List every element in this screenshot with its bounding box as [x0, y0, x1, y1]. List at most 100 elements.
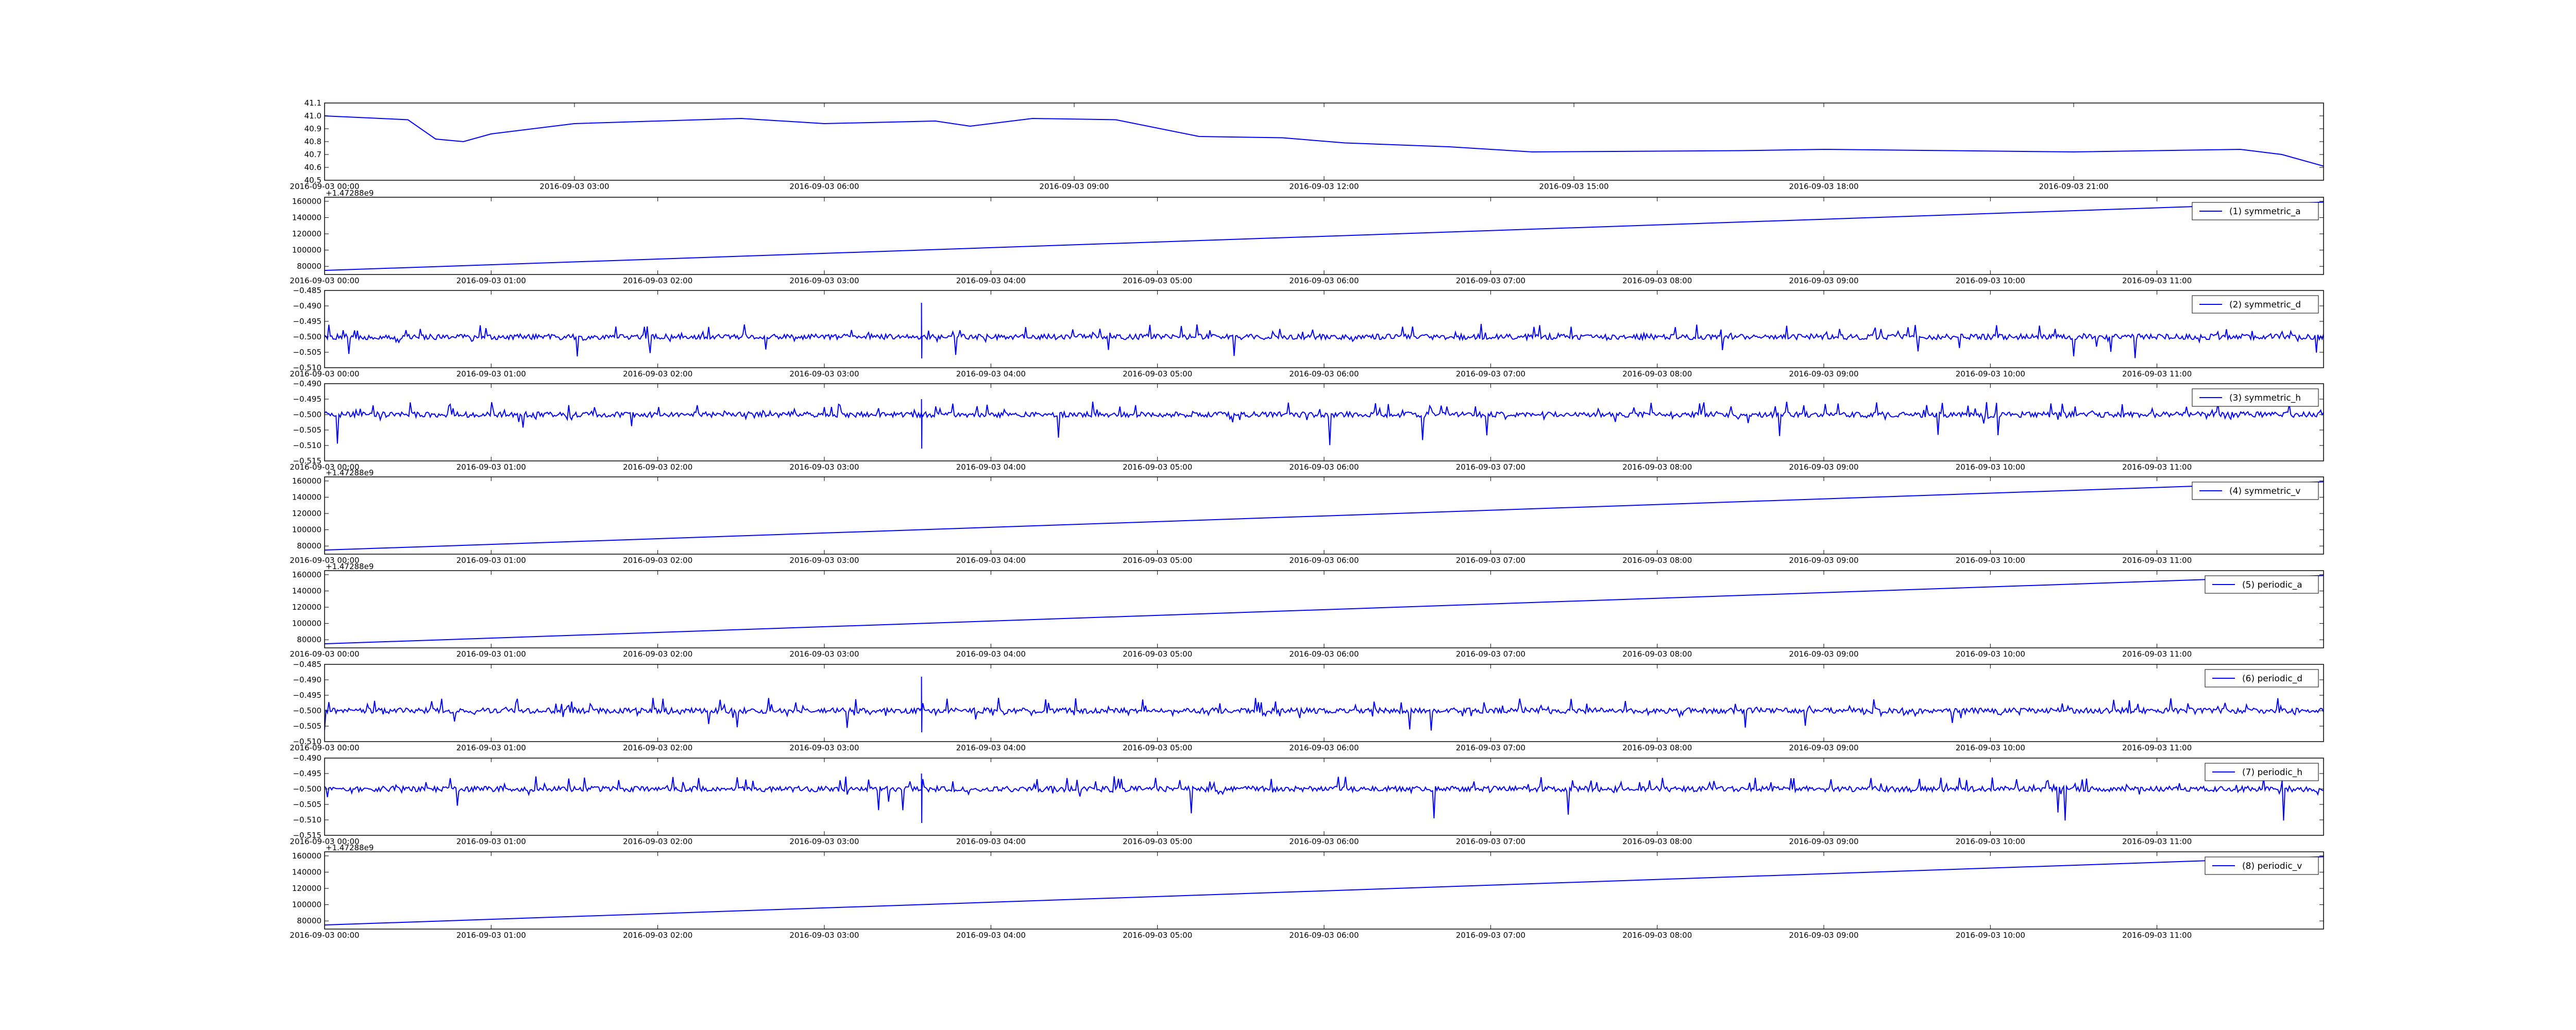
- x-tick-label: 2016-09-03 02:00: [623, 276, 692, 285]
- x-tick-label: 2016-09-03 00:00: [290, 837, 359, 846]
- legend-label: (4) symmetric_v: [2229, 486, 2300, 496]
- x-tick-label: 2016-09-03 21:00: [2039, 182, 2108, 191]
- y-tick-label: 40.7: [304, 150, 321, 159]
- y-tick-label: 160000: [292, 851, 321, 861]
- legend-label: (1) symmetric_a: [2229, 207, 2301, 217]
- panel-2: −0.510 −0.505 −0.500 −0.495 −0.490 −0.485 2016…: [290, 286, 2324, 379]
- x-tick-label: 2016-09-03 04:00: [956, 931, 1026, 940]
- y-tick-label: −0.495: [293, 317, 321, 326]
- x-tick-label: 2016-09-03 08:00: [1622, 743, 1692, 752]
- x-tick-label: 2016-09-03 03:00: [789, 743, 859, 752]
- y-tick-label: 100000: [292, 246, 321, 255]
- x-tick-label: 2016-09-03 06:00: [789, 182, 859, 191]
- series-line: [325, 201, 2324, 271]
- y-tick-label: −0.510: [293, 815, 321, 825]
- x-tick-label: 2016-09-03 11:00: [2122, 462, 2192, 472]
- y-tick-label: 80000: [297, 262, 321, 271]
- x-tick-label: 2016-09-03 09:00: [1789, 931, 1858, 940]
- x-tick-label: 2016-09-03 03:00: [789, 462, 859, 472]
- series-line: [325, 481, 2324, 551]
- y-tick-label: −0.490: [293, 675, 321, 684]
- legend: (5) periodic_a: [2205, 575, 2319, 594]
- y-tick-label: 120000: [292, 603, 321, 612]
- x-tick-label: 2016-09-03 07:00: [1456, 276, 1526, 285]
- x-tick-label: 2016-09-03 05:00: [1123, 556, 1192, 565]
- offset-text: +1.47288e9: [326, 843, 374, 852]
- x-tick-label: 2016-09-03 08:00: [1622, 369, 1692, 379]
- x-tick-label: 2016-09-03 06:00: [1289, 931, 1359, 940]
- y-tick-label: 80000: [297, 635, 321, 644]
- x-tick-label: 2016-09-03 01:00: [456, 369, 526, 379]
- x-tick-label: 2016-09-03 04:00: [956, 649, 1026, 659]
- panel-1: 80000 100000 120000 140000 160000 2016-09-03 …: [290, 188, 2324, 285]
- x-tick-label: 2016-09-03 00:00: [290, 743, 359, 752]
- axes-frame: [324, 758, 2324, 836]
- x-tick-label: 2016-09-03 09:00: [1789, 369, 1858, 379]
- x-tick-label: 2016-09-03 05:00: [1123, 649, 1192, 659]
- x-tick-label: 2016-09-03 04:00: [956, 743, 1026, 752]
- y-tick-label: −0.500: [293, 706, 321, 715]
- legend-label: (6) periodic_d: [2242, 674, 2302, 684]
- x-tick-label: 2016-09-03 09:00: [1789, 649, 1858, 659]
- y-tick-label: −0.505: [293, 348, 321, 357]
- x-tick-label: 2016-09-03 06:00: [1289, 649, 1359, 659]
- x-tick-label: 2016-09-03 08:00: [1622, 462, 1692, 472]
- y-tick-label: 140000: [292, 213, 321, 222]
- y-tick-label: −0.500: [293, 410, 321, 419]
- x-tick-label: 2016-09-03 11:00: [2122, 743, 2192, 752]
- x-tick-label: 2016-09-03 06:00: [1289, 743, 1359, 752]
- y-tick-label: 160000: [292, 197, 321, 206]
- x-tick-label: 2016-09-03 04:00: [956, 837, 1026, 846]
- x-tick-label: 2016-09-03 10:00: [1956, 931, 2025, 940]
- x-tick-label: 2016-09-03 10:00: [1956, 462, 2025, 472]
- y-tick-label: −0.505: [293, 722, 321, 731]
- x-tick-label: 2016-09-03 03:00: [789, 276, 859, 285]
- series-line: [325, 773, 2324, 823]
- x-tick-label: 2016-09-03 08:00: [1622, 837, 1692, 846]
- x-tick-label: 2016-09-03 07:00: [1456, 556, 1526, 565]
- x-tick-label: 2016-09-03 08:00: [1622, 556, 1692, 565]
- axes-frame: [324, 383, 2324, 461]
- x-tick-label: 2016-09-03 00:00: [290, 931, 359, 940]
- x-tick-label: 2016-09-03 09:00: [1789, 743, 1858, 752]
- x-tick-label: 2016-09-03 05:00: [1123, 931, 1192, 940]
- panel-3: −0.515 −0.510 −0.505 −0.500 −0.495 −0.490 2016…: [290, 379, 2324, 472]
- x-tick-label: 2016-09-03 00:00: [290, 276, 359, 285]
- panel-5: 80000 100000 120000 140000 160000 2016-09-03 …: [290, 562, 2324, 659]
- x-tick-label: 2016-09-03 00:00: [290, 649, 359, 659]
- legend-label: (7) periodic_h: [2242, 767, 2302, 778]
- x-tick-label: 2016-09-03 12:00: [1289, 182, 1359, 191]
- y-tick-label: −0.500: [293, 332, 321, 341]
- x-tick-label: 2016-09-03 09:00: [1789, 462, 1858, 472]
- legend-label: (5) periodic_a: [2242, 580, 2302, 590]
- y-tick-label: 41.0: [304, 111, 321, 121]
- x-tick-label: 2016-09-03 01:00: [456, 556, 526, 565]
- x-tick-label: 2016-09-03 04:00: [956, 276, 1026, 285]
- x-tick-label: 2016-09-03 08:00: [1622, 649, 1692, 659]
- x-tick-label: 2016-09-03 05:00: [1123, 462, 1192, 472]
- y-tick-label: −0.510: [293, 441, 321, 450]
- y-tick-label: 100000: [292, 525, 321, 535]
- x-tick-label: 2016-09-03 02:00: [623, 462, 692, 472]
- y-tick-label: −0.515: [293, 456, 321, 466]
- x-tick-label: 2016-09-03 10:00: [1956, 369, 2025, 379]
- y-tick-label: −0.495: [293, 769, 321, 778]
- y-tick-label: 80000: [297, 916, 321, 925]
- x-tick-label: 2016-09-03 10:00: [1956, 837, 2025, 846]
- y-tick-label: −0.485: [293, 286, 321, 295]
- legend: (6) periodic_d: [2205, 669, 2319, 688]
- x-tick-label: 2016-09-03 07:00: [1456, 837, 1526, 846]
- panel-7: −0.515 −0.510 −0.505 −0.500 −0.495 −0.490 2016…: [290, 753, 2324, 846]
- offset-text: +1.47288e9: [326, 562, 374, 571]
- x-tick-label: 2016-09-03 11:00: [2122, 649, 2192, 659]
- x-tick-label: 2016-09-03 02:00: [623, 931, 692, 940]
- y-tick-label: −0.495: [293, 691, 321, 700]
- x-tick-label: 2016-09-03 02:00: [623, 369, 692, 379]
- x-tick-label: 2016-09-03 01:00: [456, 931, 526, 940]
- x-tick-label: 2016-09-03 09:00: [1039, 182, 1109, 191]
- x-tick-label: 2016-09-03 03:00: [789, 649, 859, 659]
- x-tick-label: 2016-09-03 02:00: [623, 743, 692, 752]
- x-tick-label: 2016-09-03 03:00: [789, 837, 859, 846]
- y-tick-label: 140000: [292, 867, 321, 877]
- panel-0: 40.5 40.6 40.7 40.8 40.9 41.0 41.1 2016-09-03 0…: [290, 98, 2324, 191]
